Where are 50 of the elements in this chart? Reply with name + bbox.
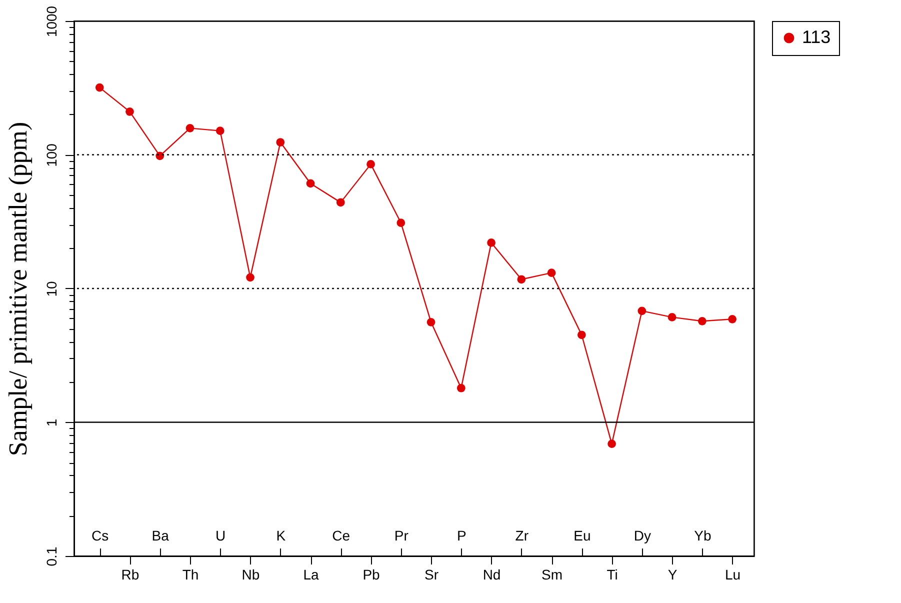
x-tick-label: Nd: [482, 566, 501, 582]
point: [728, 314, 736, 324]
x-tick-label: P: [456, 528, 466, 544]
legend-label: 113: [802, 27, 831, 47]
x-tick-label: Eu: [574, 528, 591, 544]
x-tick-label: Y: [668, 566, 678, 582]
point: [366, 160, 375, 168]
y-tick-label: 0.1: [44, 546, 60, 566]
x-tick-label: Zr: [515, 528, 529, 544]
point: [547, 268, 556, 277]
point: [668, 313, 676, 322]
point: [577, 330, 586, 340]
point: [246, 273, 254, 282]
x-tick-label: Yb: [694, 528, 712, 544]
x-tick-label: Ce: [332, 528, 350, 544]
y-tick-label: 100: [44, 143, 60, 167]
y-axis-title: Sample/ primitive mantle (ppm): [4, 122, 32, 456]
x-tick-label: U: [216, 528, 226, 544]
point: [517, 275, 526, 284]
point: [336, 198, 345, 207]
x-tick-label: Pr: [394, 528, 409, 544]
point: [456, 384, 466, 392]
x-tick-label: Nb: [242, 566, 260, 582]
point: [126, 107, 134, 116]
point: [426, 318, 436, 326]
point: [608, 440, 616, 448]
point: [276, 138, 285, 146]
x-tick-label: K: [276, 528, 286, 544]
x-tick-label: Th: [182, 566, 199, 582]
point: [95, 83, 104, 92]
y-tick-label: 1: [44, 418, 60, 427]
x-tick-label: Dy: [634, 528, 651, 544]
x-tick-label: Sr: [424, 566, 439, 582]
point: [186, 124, 194, 132]
point: [216, 126, 224, 135]
point: [487, 238, 496, 247]
x-tick-label: Cs: [92, 528, 109, 544]
point: [396, 218, 406, 227]
x-tick-label: Lu: [725, 566, 741, 582]
y-tick-label: 1000: [44, 6, 60, 38]
point: [698, 316, 706, 326]
x-tick-label: La: [303, 566, 320, 582]
point: [638, 306, 646, 316]
x-tick-label: Sm: [542, 566, 563, 582]
x-tick-label: Ti: [606, 566, 618, 582]
y-tick-label: 10: [44, 281, 60, 297]
x-tick-label: Ba: [152, 528, 170, 544]
x-tick-label: Pb: [362, 566, 380, 582]
point: [306, 179, 315, 188]
x-tick-label: Rb: [121, 566, 140, 582]
